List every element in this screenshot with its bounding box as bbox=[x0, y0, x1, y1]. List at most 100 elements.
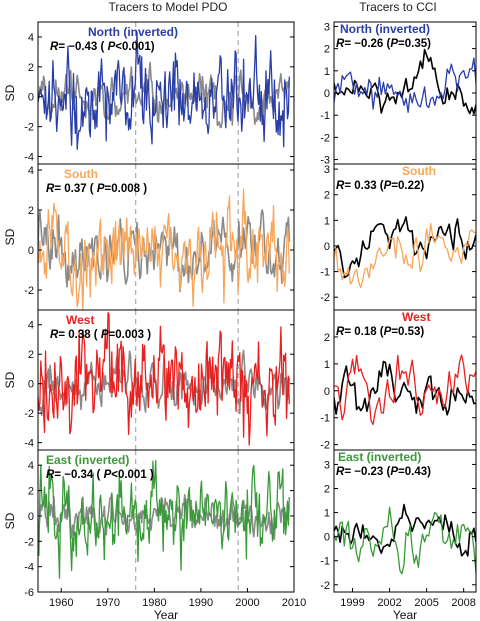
plot-frame bbox=[333, 449, 477, 593]
y-axis-label: SD bbox=[3, 371, 17, 388]
series-blue bbox=[334, 57, 476, 113]
panel-title: South bbox=[402, 164, 436, 178]
x-tick-label: 1970 bbox=[96, 597, 120, 609]
series-red bbox=[38, 311, 290, 446]
y-tick-label: -2 bbox=[24, 408, 34, 420]
y-tick-label: -2 bbox=[320, 440, 330, 452]
y-tick-label: 1 bbox=[324, 215, 330, 227]
x-tick-label: 2010 bbox=[282, 597, 306, 609]
y-tick-label: 2 bbox=[324, 484, 330, 496]
panel-title: South bbox=[64, 167, 98, 181]
correlation-stat: R= −0.43 ( P<0.001) bbox=[50, 41, 155, 53]
y-tick-label: -6 bbox=[24, 587, 34, 599]
panel-right-north: 3 2 1 0 -1 -2 -3 North (inverted) R= −0.26 (P=0.… bbox=[320, 21, 477, 167]
panel-title: North (inverted) bbox=[88, 25, 178, 39]
y-tick-label: 1 bbox=[324, 66, 330, 78]
y-tick-label: 3 bbox=[324, 21, 330, 33]
y-tick-label: 4 bbox=[28, 165, 34, 177]
y-tick-label: 1 bbox=[324, 359, 330, 371]
panels: 4 2 0 -2 -4 SD North (inverted) R= −0.43 ( P<0.… bbox=[3, 21, 477, 621]
correlation-stat: R= −0.23 (P=0.43) bbox=[336, 466, 431, 478]
y-tick-label: 2 bbox=[28, 205, 34, 217]
series-green bbox=[38, 460, 290, 579]
series-blue bbox=[38, 31, 290, 150]
x-tick-label: 2008 bbox=[451, 597, 475, 609]
y-tick-label: -2 bbox=[320, 132, 330, 144]
y-tick-label: -1 bbox=[320, 556, 330, 568]
y-tick-label: 4 bbox=[28, 320, 34, 332]
y-tick-label: 0 bbox=[324, 532, 330, 544]
y-tick-label: -1 bbox=[320, 267, 330, 279]
y-axis-label: SD bbox=[3, 512, 17, 529]
y-tick-label: -3 bbox=[320, 155, 330, 167]
correlation-stat: R= 0.33 (P=0.22) bbox=[336, 180, 424, 192]
y-tick-label: 2 bbox=[324, 44, 330, 56]
panel-right-west: 2 1 0 -1 -2 West R= 0.18 (P=0.53) bbox=[320, 309, 477, 452]
y-tick-label: -1 bbox=[320, 110, 330, 122]
y-tick-label: 0 bbox=[324, 88, 330, 100]
y-tick-label: 0 bbox=[324, 386, 330, 398]
y-tick-label: -2 bbox=[320, 580, 330, 592]
y-axis-label: SD bbox=[3, 228, 17, 245]
y-tick-label: 3 bbox=[324, 164, 330, 176]
panel-title: North (inverted) bbox=[340, 22, 430, 36]
y-tick-label: 2 bbox=[324, 332, 330, 344]
right-column-title: Tracers to CCI bbox=[359, 0, 437, 14]
series-green bbox=[334, 506, 476, 575]
panel-right-east: 3 2 1 0 -1 -2 1999 2002 2005 2008 Year East (invert… bbox=[320, 449, 477, 621]
panel-left-west: 4 2 0 -2 -4 SD West R= 0.38 ( P=0.003 ) bbox=[3, 309, 295, 451]
panel-title: East (inverted) bbox=[338, 450, 421, 464]
x-tick-label: 2002 bbox=[377, 597, 401, 609]
x-tick-label: 1960 bbox=[49, 597, 73, 609]
y-tick-label: 0 bbox=[28, 245, 34, 257]
panel-left-south: 4 2 0 -2 SD South R= 0.37 ( P=0.008 ) bbox=[3, 163, 295, 311]
y-tick-label: -2 bbox=[24, 122, 34, 134]
correlation-stat: R= 0.18 (P=0.53) bbox=[336, 326, 424, 338]
x-tick-label: 2000 bbox=[235, 597, 259, 609]
series-orange bbox=[38, 188, 290, 310]
y-tick-label: -4 bbox=[24, 438, 34, 450]
y-tick-label: 2 bbox=[28, 349, 34, 361]
x-axis-label: Year bbox=[154, 608, 178, 621]
y-tick-label: 2 bbox=[324, 190, 330, 202]
y-tick-label: 1 bbox=[324, 508, 330, 520]
x-tick-label: 2005 bbox=[414, 597, 438, 609]
series-orange bbox=[334, 222, 476, 289]
panel-title: West bbox=[66, 313, 94, 327]
series-black bbox=[334, 216, 476, 279]
x-tick-label: 1980 bbox=[142, 597, 166, 609]
panel-left-north: 4 2 0 -2 -4 SD North (inverted) R= −0.43 ( P<0.… bbox=[3, 21, 295, 165]
correlation-stat: R= −0.34 ( P<0.001 ) bbox=[46, 469, 154, 481]
y-tick-label: 3 bbox=[324, 459, 330, 471]
x-axis-label: Year bbox=[393, 608, 417, 621]
correlation-stat: R= 0.38 ( P=0.003 ) bbox=[50, 329, 151, 341]
series-grey bbox=[38, 349, 291, 417]
panel-title: East (inverted) bbox=[46, 453, 129, 467]
y-tick-label: 2 bbox=[28, 486, 34, 498]
correlation-stat: R= −0.26 (P=0.35) bbox=[336, 38, 431, 50]
y-tick-label: 4 bbox=[28, 32, 34, 44]
panel-left-east: 4 2 0 -2 -4 -6 1960 1970 1980 1990 2000 2010 SD Year E… bbox=[3, 449, 306, 621]
y-tick-label: 2 bbox=[28, 62, 34, 74]
y-tick-label: -1 bbox=[320, 413, 330, 425]
plot-frame bbox=[37, 449, 295, 593]
y-tick-label: -2 bbox=[24, 285, 34, 297]
series-red bbox=[334, 354, 476, 426]
x-tick-label: 1990 bbox=[189, 597, 213, 609]
y-tick-label: 0 bbox=[324, 241, 330, 253]
y-tick-label: -4 bbox=[24, 562, 34, 574]
y-tick-label: -2 bbox=[24, 536, 34, 548]
left-column-title: Tracers to Model PDO bbox=[109, 0, 228, 14]
series-black bbox=[334, 503, 476, 557]
y-tick-label: -4 bbox=[24, 152, 34, 164]
x-tick-label: 1999 bbox=[340, 597, 364, 609]
y-tick-label: 0 bbox=[28, 92, 34, 104]
panel-title: West bbox=[402, 310, 430, 324]
y-tick-label: -2 bbox=[320, 292, 330, 304]
correlation-stat: R= 0.37 ( P=0.008 ) bbox=[46, 183, 147, 195]
y-axis-label: SD bbox=[3, 84, 17, 101]
y-tick-label: 0 bbox=[28, 379, 34, 391]
panel-right-south: 3 2 1 0 -1 -2 South R= 0.33 (P=0.22) bbox=[320, 163, 477, 311]
y-tick-label: 4 bbox=[28, 460, 34, 472]
